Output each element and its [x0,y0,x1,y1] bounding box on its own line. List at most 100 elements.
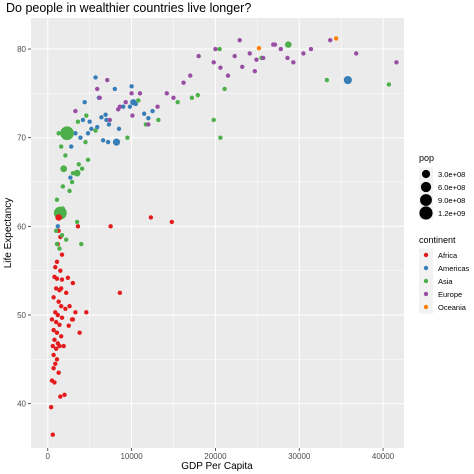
data-point [155,104,160,109]
data-point [74,219,80,225]
data-point [117,104,123,109]
data-point [169,219,175,225]
x-tick-label: 10000 [120,452,143,461]
data-point [53,346,59,351]
data-point [54,197,60,202]
data-point [59,315,65,320]
data-point-large [343,75,352,85]
y-axis-title: Life Expectancy [3,198,14,269]
data-point [66,323,71,328]
data-point [99,115,104,120]
y-tick-label: 50 [17,311,26,320]
data-point [62,392,67,398]
x-tick-label: 20000 [204,452,227,461]
data-point [181,80,186,85]
data-point [217,46,222,52]
data-point [69,179,75,185]
data-point [240,64,245,69]
data-point [164,91,169,96]
color-legend-dot [423,291,429,297]
y-tick-label: 60 [17,222,26,231]
y-tick-label: 70 [17,134,26,143]
data-point [52,380,57,385]
size-legend-label: 9.0e+08 [438,196,465,205]
data-point [67,188,72,194]
size-legend-dot [420,194,432,206]
data-point [79,241,84,247]
y-tick-label: 80 [17,45,26,54]
data-point [56,131,61,136]
data-point [54,241,60,247]
data-point [291,60,296,65]
data-point [49,317,55,322]
data-point [148,215,154,220]
data-point [129,84,134,89]
data-point [394,60,399,65]
data-point [54,357,60,362]
data-point [54,259,60,265]
data-point [117,290,123,296]
data-point [256,45,262,51]
data-point [89,126,94,132]
data-point [254,57,259,62]
data-point [56,299,61,304]
data-point [285,55,290,61]
color-legend-dot [423,278,429,284]
data-point [129,91,134,96]
data-point [103,112,108,117]
plot-panel [31,18,404,448]
data-point [79,166,85,171]
data-point [77,330,82,335]
data-point [75,224,81,229]
data-point [324,77,330,83]
size-legend-label: 3.0e+08 [438,170,465,179]
color-legend-label: Africa [438,251,458,260]
data-point [65,275,71,280]
data-point [58,334,64,339]
data-point [57,343,62,349]
data-point [73,310,78,315]
data-point-large [112,138,121,146]
data-point [58,268,63,273]
data-point [55,224,61,229]
data-point [195,92,201,98]
data-point [75,119,81,124]
data-point [50,432,55,437]
data-point [59,233,65,238]
data-point [130,113,135,118]
data-points [48,36,399,437]
data-point [53,361,58,366]
data-point [63,306,68,312]
chart-title: Do people in wealthier countries live lo… [6,1,251,15]
grid-lines [31,18,404,448]
data-point [105,77,110,83]
data-point [73,108,78,114]
data-point [196,53,201,59]
color-legend-dot [423,252,429,258]
data-point [232,53,237,59]
data-point-large [73,169,81,177]
data-point [84,310,89,315]
data-point [112,86,118,92]
data-point [53,264,58,270]
data-point [64,290,69,296]
data-point [189,95,195,100]
size-legend: pop 3.0e+08 6.0e+08 9.0e+08 1.2e+09 [419,153,465,220]
data-point [247,51,252,56]
color-legend-label: Oceania [438,303,467,312]
data-point [100,138,106,143]
data-point [83,139,88,145]
data-point [218,65,223,70]
data-point [146,122,151,127]
size-legend-title: pop [419,153,434,163]
data-point [218,135,223,140]
size-legend-label: 6.0e+08 [438,183,465,192]
data-point [213,46,218,52]
data-point [85,131,91,136]
data-point [127,104,133,109]
data-point-large [285,41,292,48]
data-point [328,37,333,43]
data-point [171,95,176,100]
data-point [278,46,283,52]
data-point [252,68,257,74]
